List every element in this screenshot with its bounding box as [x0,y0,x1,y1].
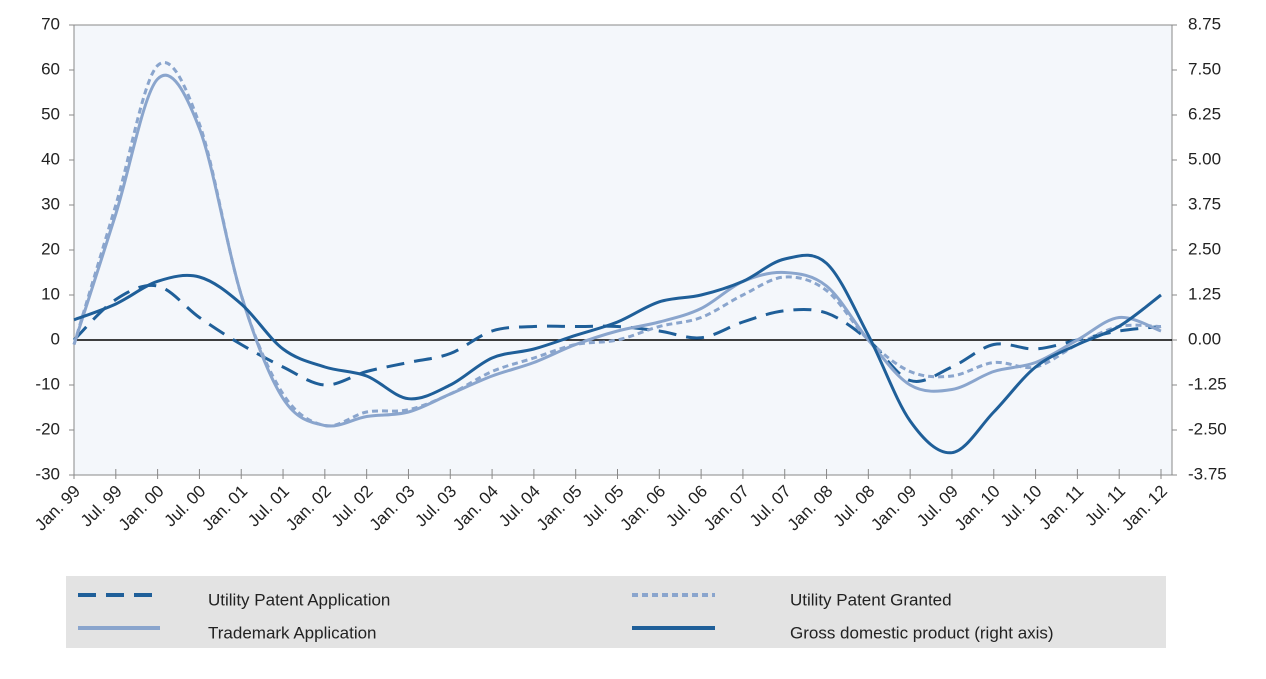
y2-tick-label: -3.75 [1188,464,1227,483]
plot-area [74,25,1172,475]
y2-tick-label: 3.75 [1188,194,1221,213]
legend-text: Gross domestic product (right axis) [790,623,1054,642]
y2-tick-label: 2.50 [1188,239,1221,258]
y-tick-label: 20 [41,239,60,258]
y-tick-label: 40 [41,149,60,168]
y2-tick-label: -1.25 [1188,374,1227,393]
x-tick-label: Jan. 08 [784,482,837,535]
x-tick-label: Jan. 10 [951,482,1004,535]
legend-text: Utility Patent Granted [790,590,952,609]
x-tick-label: Jan. 09 [867,482,920,535]
y-tick-label: 30 [41,194,60,213]
legend-text: Trademark Application [208,623,377,642]
y-tick-label: 50 [41,104,60,123]
x-tick-label: Jan. 02 [282,482,335,535]
y-tick-label: -10 [35,374,60,393]
y-tick-label: 10 [41,284,60,303]
y-tick-label: 70 [41,14,60,33]
x-tick-label: Jan. 99 [31,482,84,535]
x-tick-label: Jan. 00 [115,482,168,535]
x-tick-label: Jan. 12 [1118,482,1171,535]
x-tick-label: Jan. 07 [700,482,753,535]
y-tick-label: -20 [35,419,60,438]
y2-tick-label: 7.50 [1188,59,1221,78]
x-tick-label: Jan. 05 [533,482,586,535]
y-tick-label: 0 [51,329,60,348]
y-tick-label: -30 [35,464,60,483]
y2-tick-label: 8.75 [1188,14,1221,33]
x-tick-label: Jan. 06 [616,482,669,535]
x-tick-label: Jan. 04 [449,482,502,535]
y-tick-label: 60 [41,59,60,78]
y2-tick-label: 0.00 [1188,329,1221,348]
y2-tick-label: 1.25 [1188,284,1221,303]
y2-tick-label: -2.50 [1188,419,1227,438]
y2-tick-label: 6.25 [1188,104,1221,123]
y2-tick-label: 5.00 [1188,149,1221,168]
x-tick-label: Jan. 03 [366,482,419,535]
legend-text: Utility Patent Application [208,590,390,609]
x-tick-label: Jan. 11 [1035,482,1087,534]
x-tick-label: Jan. 01 [198,482,251,535]
